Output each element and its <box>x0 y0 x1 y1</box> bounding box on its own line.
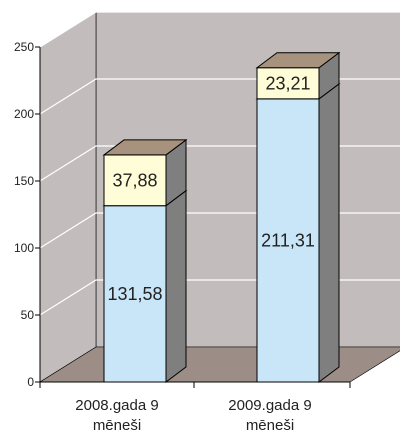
bar-side <box>165 189 187 383</box>
bar-side <box>318 82 340 383</box>
y-tick-label: 50 <box>21 308 35 322</box>
x-category-label: 2009.gada 9 <box>228 397 311 414</box>
side-wall <box>39 11 97 383</box>
bar-segment: 211,31 <box>255 82 341 383</box>
y-tick-label: 0 <box>27 375 34 389</box>
x-category-label: 2008.gada 9 <box>75 397 158 414</box>
data-label: 131,58 <box>107 284 162 304</box>
bar-top <box>102 139 188 156</box>
data-label: 37,88 <box>112 170 157 190</box>
y-tick-label: 250 <box>14 40 34 54</box>
data-label: 23,21 <box>265 73 310 93</box>
bar-top <box>255 52 341 69</box>
y-tick-label: 150 <box>14 174 34 188</box>
bar-segment: 131,58 <box>102 189 188 383</box>
gridline <box>39 11 400 48</box>
floor <box>38 346 400 383</box>
y-tick-label: 200 <box>14 107 34 121</box>
data-label: 211,31 <box>261 230 315 250</box>
x-category-label: mēneši <box>93 417 141 434</box>
y-tick-label: 100 <box>14 241 34 255</box>
bar-segment: 37,88 <box>102 138 188 207</box>
bar-segment: 23,21 <box>255 51 341 100</box>
x-category-label: mēneši <box>246 417 294 434</box>
